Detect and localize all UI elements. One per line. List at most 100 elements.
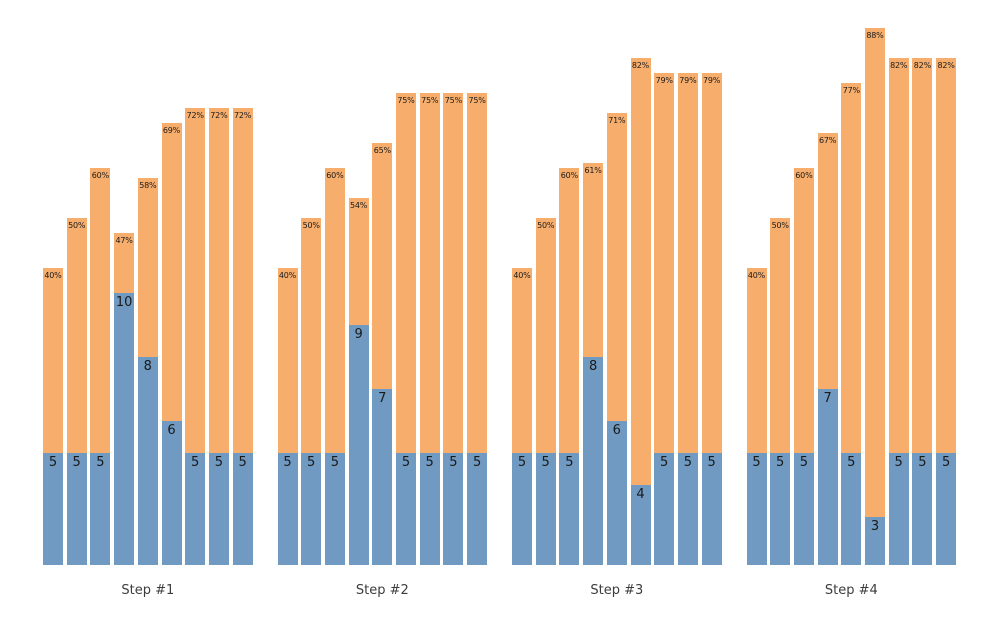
bar-value-segment: 5: [770, 453, 791, 565]
bar-pct-segment: 79%: [701, 73, 722, 453]
bar-value-segment: 6: [606, 421, 627, 565]
bar-pct-segment: 40%: [746, 268, 767, 453]
pct-label: 60%: [795, 171, 813, 180]
bar-pct-segment: 67%: [817, 133, 838, 389]
bar-value-segment: 4: [630, 485, 651, 565]
value-label: 5: [776, 455, 785, 470]
pct-label: 65%: [373, 146, 391, 155]
bar-value-segment: 5: [232, 453, 253, 565]
pct-label: 69%: [162, 126, 181, 135]
value-label: 5: [283, 455, 292, 470]
bar-value-segment: 5: [301, 453, 322, 565]
value-label: 5: [449, 455, 458, 470]
bar-pct-segment: 79%: [677, 73, 698, 453]
bar-value-segment: 5: [912, 453, 933, 565]
bar-value-segment: 5: [396, 453, 416, 565]
pct-label: 79%: [655, 76, 673, 85]
bar-pct-segment: 50%: [770, 218, 791, 453]
bar-pct-segment: 50%: [535, 218, 556, 453]
bar-pct-segment: 50%: [301, 218, 322, 453]
value-label: 8: [143, 359, 152, 374]
pct-label: 88%: [866, 31, 884, 40]
value-label: 7: [823, 391, 832, 406]
step-label: Step #1: [121, 583, 175, 598]
bar-pct-segment: 82%: [936, 58, 957, 453]
pct-label: 82%: [937, 61, 955, 70]
bar-pct-segment: 65%: [372, 143, 393, 389]
bar-value-segment: 5: [677, 453, 698, 565]
pct-label: 72%: [186, 111, 204, 120]
bar-pct-segment: 54%: [348, 198, 369, 325]
pct-label: 79%: [703, 76, 721, 85]
bar-value-segment: 5: [512, 453, 532, 565]
bar-pct-segment: 88%: [865, 28, 885, 517]
bar-pct-segment: 75%: [443, 93, 464, 453]
bar-pct-segment: 72%: [185, 108, 206, 453]
bar-value-segment: 5: [43, 453, 63, 565]
pct-label: 50%: [537, 221, 555, 230]
pct-label: 40%: [747, 271, 766, 280]
step-label: Step #3: [590, 583, 644, 598]
bar-value-segment: 7: [372, 389, 393, 565]
bar-value-segment: 9: [348, 325, 369, 565]
bar-pct-segment: 77%: [841, 83, 862, 453]
value-label: 5: [330, 455, 340, 470]
bar-value-segment: 5: [467, 453, 488, 565]
value-label: 5: [96, 455, 105, 470]
bar-value-segment: 8: [583, 357, 604, 565]
pct-label: 79%: [679, 76, 697, 85]
bar-value-segment: 5: [559, 453, 580, 565]
bar-pct-segment: 60%: [559, 168, 580, 453]
bar-pct-segment: 60%: [793, 168, 814, 453]
bar-value-segment: 10: [114, 293, 135, 565]
pct-label: 40%: [278, 271, 297, 280]
value-label: 5: [472, 455, 482, 470]
value-label: 5: [425, 455, 434, 470]
value-label: 6: [612, 423, 621, 438]
bar-value-segment: 5: [793, 453, 814, 565]
bar-pct-segment: 50%: [66, 218, 87, 453]
value-label: 5: [48, 455, 58, 470]
value-label: 3: [870, 519, 880, 534]
pct-label: 75%: [468, 96, 486, 105]
bar-value-segment: 5: [66, 453, 87, 565]
value-label: 8: [588, 359, 598, 374]
bar-value-segment: 5: [419, 453, 440, 565]
value-label: 5: [72, 455, 81, 470]
bar-value-segment: 6: [161, 421, 182, 565]
bar-value-segment: 5: [208, 453, 229, 565]
bar-value-segment: 5: [746, 453, 767, 565]
bar-value-segment: 5: [654, 453, 675, 565]
bar-pct-segment: 72%: [232, 108, 253, 453]
value-label: 5: [541, 455, 550, 470]
pct-label: 75%: [421, 96, 439, 105]
bar-pct-segment: 75%: [467, 93, 488, 453]
value-label: 4: [636, 487, 645, 502]
pct-label: 58%: [139, 181, 157, 190]
value-label: 5: [517, 455, 527, 470]
bar-pct-segment: 72%: [208, 108, 229, 453]
pct-label: 60%: [91, 171, 109, 180]
value-label: 5: [191, 455, 200, 470]
bar-value-segment: 3: [865, 517, 885, 565]
bar-value-segment: 5: [535, 453, 556, 565]
pct-label: 54%: [350, 201, 368, 210]
value-label: 5: [894, 455, 903, 470]
pct-label: 77%: [842, 86, 860, 95]
bar-pct-segment: 60%: [90, 168, 111, 453]
bar-value-segment: 5: [277, 453, 298, 565]
pct-label: 47%: [115, 236, 133, 245]
bar-value-segment: 5: [841, 453, 862, 565]
value-label: 5: [683, 455, 693, 470]
value-label: 5: [401, 455, 411, 470]
value-label: 5: [707, 455, 716, 470]
value-label: 5: [847, 455, 856, 470]
value-label: 5: [941, 455, 951, 470]
bar-pct-segment: 82%: [888, 58, 909, 453]
bar-pct-segment: 60%: [324, 168, 345, 453]
value-label: 10: [115, 295, 133, 310]
pct-label: 50%: [771, 221, 789, 230]
bar-value-segment: 5: [701, 453, 722, 565]
value-label: 5: [307, 455, 316, 470]
bar-pct-segment: 82%: [912, 58, 933, 453]
